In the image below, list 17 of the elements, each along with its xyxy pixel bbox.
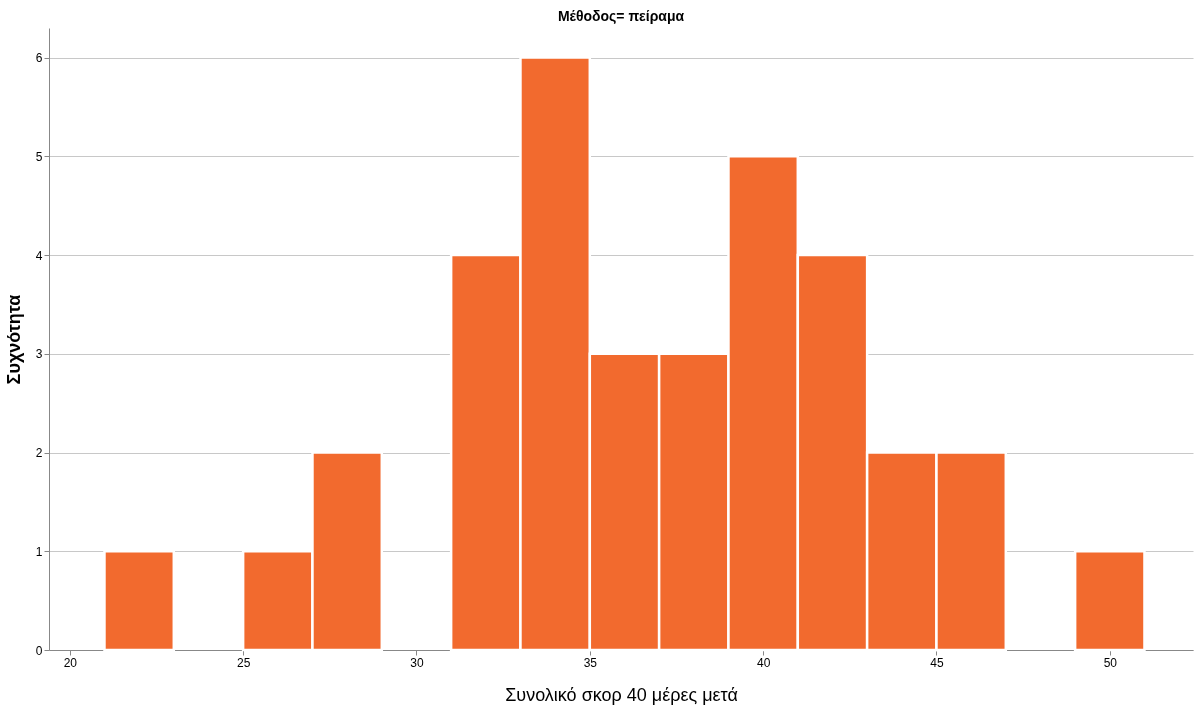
x-tick-label: 20 xyxy=(63,655,78,670)
y-tick-label: 4 xyxy=(35,248,43,263)
y-tick-label: 6 xyxy=(35,51,43,66)
x-axis-title: Συνολικό σκορ 40 μέρες μετά xyxy=(505,684,738,705)
y-tick-label: 1 xyxy=(35,544,43,559)
x-tick-label: 40 xyxy=(756,655,771,670)
x-tick-label: 25 xyxy=(236,655,251,670)
chart-title: Μέθοδος= πείραμα xyxy=(557,8,685,24)
y-axis-title: Συχνότητα xyxy=(3,294,24,385)
x-tick-label: 30 xyxy=(410,655,424,670)
y-tick-label: 5 xyxy=(35,149,43,164)
x-tick-label: 50 xyxy=(1103,655,1118,670)
y-tick-label: 0 xyxy=(35,643,43,658)
x-tick-label: 35 xyxy=(583,655,598,670)
y-tick-label: 2 xyxy=(35,446,43,461)
x-tick-label: 45 xyxy=(930,655,944,670)
y-tick-label: 3 xyxy=(35,347,43,362)
